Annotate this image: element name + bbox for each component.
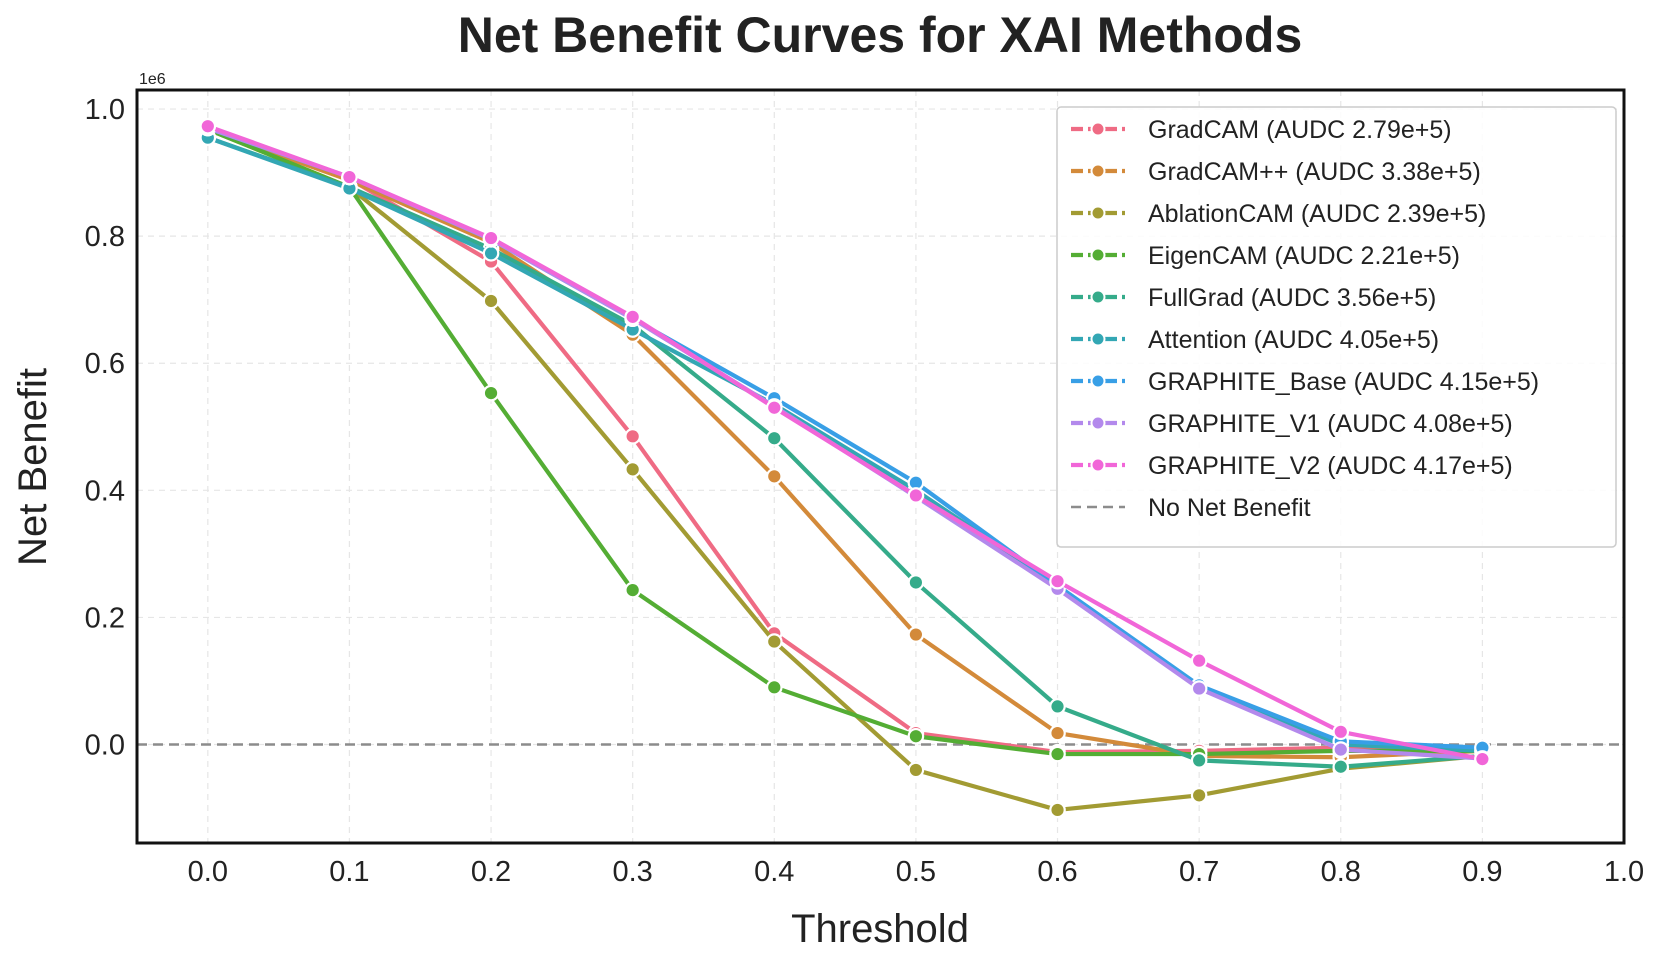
data-point [1049, 801, 1066, 819]
x-tick-label: 0.4 [754, 856, 794, 888]
x-tick-label: 0.5 [896, 856, 936, 888]
legend-box [1056, 106, 1617, 548]
legend-entry: GradCAM++ (AUDC 3.38e+5) [1071, 158, 1481, 186]
x-tick-label: 0.2 [471, 856, 511, 888]
legend-entry: AblationCAM (AUDC 2.39e+5) [1071, 200, 1486, 228]
legend-entry: GRAPHITE_V1 (AUDC 4.08e+5) [1071, 410, 1513, 438]
series-line [205, 127, 1485, 757]
legend-entry: GRAPHITE_Base (AUDC 4.15e+5) [1071, 368, 1539, 396]
y-tick-label: 0.6 [85, 348, 125, 380]
legend-swatch-marker [1090, 205, 1106, 221]
data-point [1190, 752, 1208, 769]
series-group [199, 117, 1491, 819]
x-tick-label: 0.8 [1321, 856, 1361, 888]
data-point [1049, 698, 1066, 715]
data-point [1332, 723, 1350, 741]
data-point [765, 399, 783, 417]
legend-entry: Attention (AUDC 4.05e+5) [1071, 326, 1439, 354]
y-offset-label: 1e6 [139, 71, 166, 88]
data-point [482, 245, 500, 262]
legend-swatch-marker [1090, 247, 1106, 263]
data-point [907, 487, 925, 504]
y-tick-label: 0.0 [85, 730, 125, 762]
legend-swatch-marker [1090, 121, 1106, 137]
data-point [624, 428, 641, 445]
data-point [765, 429, 783, 447]
x-tick-label: 0.6 [1037, 856, 1077, 888]
data-point [1049, 572, 1066, 590]
x-tick-labels: 0.0 0.1 0.2 0.3 0.4 0.5 0.6 0.7 0.8 0.9 1.0 [188, 856, 1645, 888]
legend-entry: EigenCAM (AUDC 2.21e+5) [1071, 242, 1460, 270]
data-point [482, 292, 500, 310]
data-point [1332, 758, 1350, 776]
legend-swatch-marker [1090, 289, 1106, 305]
data-point [765, 468, 783, 485]
series-line [205, 124, 1485, 762]
legend-label: AblationCAM (AUDC 2.39e+5) [1148, 200, 1486, 228]
data-point [907, 727, 925, 745]
legend-label: GradCAM++ (AUDC 3.38e+5) [1148, 158, 1481, 186]
legend-label: FullGrad (AUDC 3.56e+5) [1148, 284, 1436, 312]
data-point [199, 117, 217, 135]
x-tick-label: 0.0 [188, 856, 228, 888]
data-point [1332, 741, 1350, 758]
legend-label: EigenCAM (AUDC 2.21e+5) [1148, 242, 1460, 270]
x-tick-label: 1.0 [1604, 856, 1644, 888]
series-line [205, 135, 1485, 753]
data-point [1049, 745, 1066, 763]
x-axis-label: Threshold [791, 907, 969, 951]
legend-label: GRAPHITE_Base (AUDC 4.15e+5) [1148, 368, 1539, 396]
x-tick-label: 0.7 [1179, 856, 1219, 888]
series-line [205, 127, 1485, 813]
legend-entry: GradCAM (AUDC 2.79e+5) [1071, 116, 1452, 144]
legend-label: GRAPHITE_V1 (AUDC 4.08e+5) [1148, 410, 1513, 438]
legend-entry: No Net Benefit [1071, 494, 1311, 522]
y-tick-label: 0.2 [85, 602, 125, 634]
y-tick-label: 0.4 [85, 475, 125, 507]
data-point [1190, 680, 1208, 697]
data-point [907, 626, 925, 643]
x-tick-label: 0.1 [329, 856, 369, 888]
plot-frame [135, 88, 1626, 845]
data-point [907, 761, 925, 779]
data-point [1190, 787, 1208, 804]
legend-label: Attention (AUDC 4.05e+5) [1148, 326, 1439, 354]
data-point [624, 308, 641, 326]
data-point [482, 229, 500, 247]
data-point [624, 461, 641, 478]
y-axis-label: Net Benefit [11, 368, 55, 566]
legend-swatch-marker [1090, 415, 1106, 431]
legend-label: GRAPHITE_V2 (AUDC 4.17e+5) [1148, 452, 1513, 480]
data-point [765, 633, 783, 650]
data-point [341, 168, 358, 186]
y-tick-labels: 0.0 0.2 0.4 0.6 0.8 1.0 [85, 94, 125, 761]
y-tick-label: 1.0 [85, 94, 125, 126]
data-point [1190, 652, 1208, 669]
data-point [482, 384, 500, 402]
data-point [1049, 724, 1066, 742]
y-tick-label: 0.8 [85, 221, 125, 253]
series-line [205, 135, 1485, 769]
data-point [907, 574, 925, 591]
legend: GradCAM (AUDC 2.79e+5) GradCAM++ (AUDC 3.… [1056, 106, 1617, 548]
legend-entry: FullGrad (AUDC 3.56e+5) [1071, 284, 1436, 312]
data-point [1474, 750, 1491, 768]
series-8 [199, 117, 1491, 768]
legend-entry: GRAPHITE_V2 (AUDC 4.17e+5) [1071, 452, 1513, 480]
x-tick-label: 0.9 [1462, 856, 1502, 888]
data-point [624, 581, 641, 599]
data-point [765, 679, 783, 696]
series-line [205, 127, 1485, 760]
legend-swatch-marker [1090, 373, 1106, 389]
x-tick-label: 0.3 [613, 856, 653, 888]
legend-label: No Net Benefit [1148, 494, 1311, 522]
chart-title: Net Benefit Curves for XAI Methods [458, 7, 1303, 63]
legend-swatch-marker [1090, 163, 1106, 179]
legend-swatch-marker [1090, 457, 1106, 473]
legend-label: GradCAM (AUDC 2.79e+5) [1148, 116, 1452, 144]
legend-swatch-marker [1090, 331, 1106, 347]
